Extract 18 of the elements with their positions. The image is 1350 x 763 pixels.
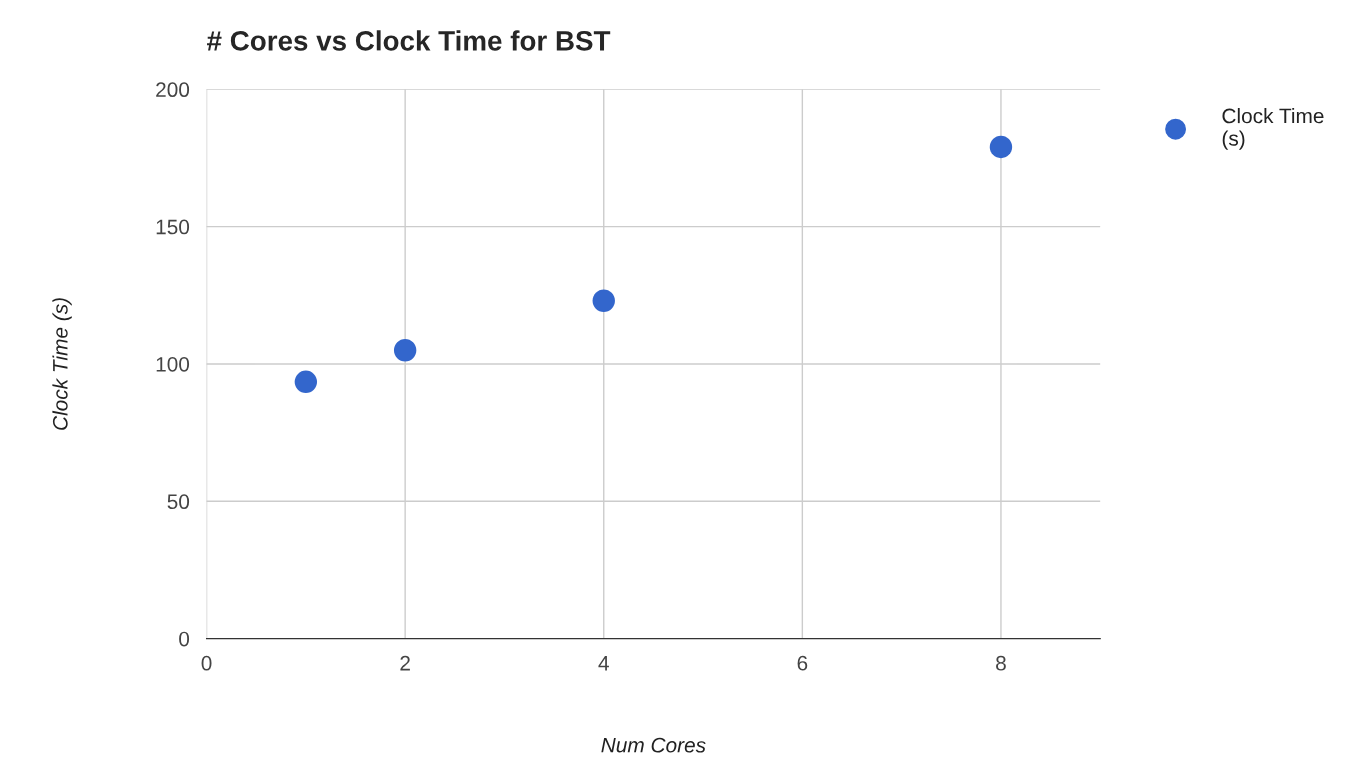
legend-label: Clock Time (s) [1222,108,1324,150]
x-tick-label: 8 [996,655,1006,671]
y-tick-label: 100 [156,356,190,372]
y-tick-label: 200 [156,82,190,98]
chart-title: # Cores vs Clock Time for BST [207,30,611,51]
y-axis-title: Clock Time (s) [52,298,72,430]
point [592,289,615,312]
x-tick-label: 6 [797,655,808,671]
y-tick-label: 0 [179,631,190,647]
x-tick-label: 4 [598,656,609,671]
y-tick-label: 150 [156,219,190,235]
point [989,135,1013,159]
x-axis-title: Num Cores [601,737,706,753]
point [294,370,318,393]
y-tick-label: 50 [167,494,190,510]
x-tick-label: 0 [201,655,212,671]
x-tick-label: 2 [400,655,410,671]
point [393,339,417,362]
